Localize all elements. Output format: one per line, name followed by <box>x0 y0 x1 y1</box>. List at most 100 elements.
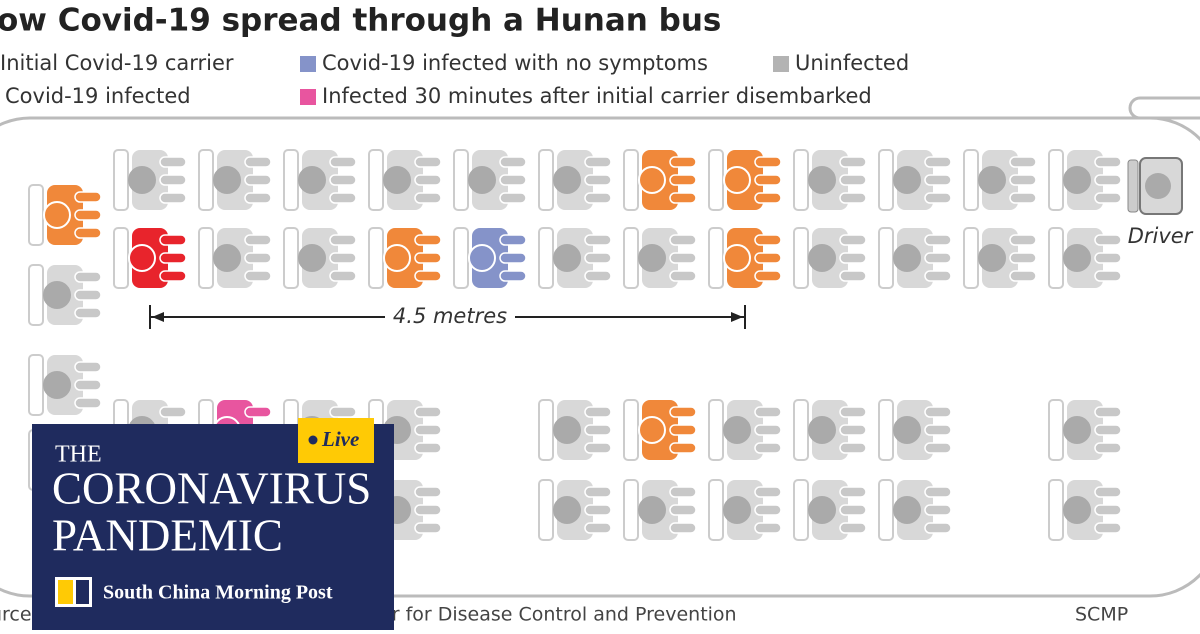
seat <box>538 227 612 289</box>
seat-arm <box>414 442 442 454</box>
seat-arm <box>669 192 697 204</box>
head <box>553 496 581 524</box>
seat-back <box>878 479 894 541</box>
seat-back <box>538 399 554 461</box>
head <box>808 244 836 272</box>
seat-arm <box>754 486 782 498</box>
head <box>43 281 71 309</box>
seat-arm <box>159 234 187 246</box>
seat-arm <box>414 406 442 418</box>
seat-arm <box>839 174 867 186</box>
head <box>128 166 156 194</box>
seat-arm <box>754 174 782 186</box>
seat-arm <box>839 486 867 498</box>
seat-arm <box>244 252 272 264</box>
head <box>298 166 326 194</box>
seat-arm <box>1094 156 1122 168</box>
seat-arm <box>669 406 697 418</box>
seat-arm <box>839 234 867 246</box>
seat-arm <box>329 174 357 186</box>
legend-label: Infected 30 minutes after initial carrie… <box>322 84 872 108</box>
seat-arm <box>584 504 612 516</box>
seat-arm <box>1094 252 1122 264</box>
seat-arm <box>74 307 102 319</box>
seat-arm <box>74 191 102 203</box>
seat <box>538 479 612 541</box>
seat <box>708 479 782 541</box>
seat-arm <box>669 424 697 436</box>
seat-arm <box>159 270 187 282</box>
seat-arm <box>1009 234 1037 246</box>
seat-arm <box>499 174 527 186</box>
live-dot <box>308 435 318 445</box>
seat <box>878 479 952 541</box>
seat-arm <box>924 406 952 418</box>
seat-back <box>963 227 979 289</box>
seat-back <box>623 149 639 211</box>
seat-arm <box>159 156 187 168</box>
head <box>978 166 1006 194</box>
seat <box>283 149 357 211</box>
seat-arm <box>1009 252 1037 264</box>
seat-arm <box>499 252 527 264</box>
seat <box>708 227 782 289</box>
head <box>43 371 71 399</box>
head <box>468 244 496 272</box>
seat <box>793 149 867 211</box>
seat-arm <box>754 424 782 436</box>
seat <box>28 354 102 416</box>
seat-back <box>708 479 724 541</box>
seat <box>453 149 527 211</box>
seat-back <box>623 399 639 461</box>
seat <box>623 149 697 211</box>
seat-back <box>963 149 979 211</box>
seat <box>198 227 272 289</box>
head <box>893 416 921 444</box>
title: ow Covid-19 spread through a Hunan bus <box>0 3 721 39</box>
head <box>808 166 836 194</box>
seat-arm <box>754 442 782 454</box>
seat-arm <box>1094 174 1122 186</box>
seat-arm <box>1094 442 1122 454</box>
legend-label: Initial Covid-19 carrier <box>0 51 234 75</box>
head <box>553 166 581 194</box>
seat-arm <box>669 442 697 454</box>
head <box>723 244 751 272</box>
seat-back <box>453 227 469 289</box>
seat-arm <box>159 174 187 186</box>
seat-arm <box>1009 174 1037 186</box>
bus-outline <box>0 116 1200 598</box>
seat-arm <box>74 209 102 221</box>
head <box>638 496 666 524</box>
seat-arm <box>414 424 442 436</box>
seat-arm <box>74 289 102 301</box>
seat-arm <box>1094 486 1122 498</box>
legend-swatch <box>300 89 316 105</box>
head <box>638 416 666 444</box>
mirror <box>1128 96 1200 120</box>
head <box>128 244 156 272</box>
seat-back <box>368 227 384 289</box>
seat-arm <box>839 522 867 534</box>
seat-arm <box>159 406 187 418</box>
seat-arm <box>754 156 782 168</box>
seat-arm <box>754 522 782 534</box>
seat-arm <box>329 406 357 418</box>
seat-arm <box>754 504 782 516</box>
live-text: Live <box>321 427 359 451</box>
seat <box>963 149 1037 211</box>
seat <box>1048 479 1122 541</box>
seat <box>793 399 867 461</box>
seat-arm <box>1094 234 1122 246</box>
seat <box>878 149 952 211</box>
seat-arm <box>839 156 867 168</box>
legend-swatch <box>300 56 316 72</box>
seat-arm <box>329 270 357 282</box>
seat-arm <box>924 424 952 436</box>
seat-arm <box>414 504 442 516</box>
seat <box>793 479 867 541</box>
seat-arm <box>1094 522 1122 534</box>
seat-arm <box>74 379 102 391</box>
seat-arm <box>499 270 527 282</box>
